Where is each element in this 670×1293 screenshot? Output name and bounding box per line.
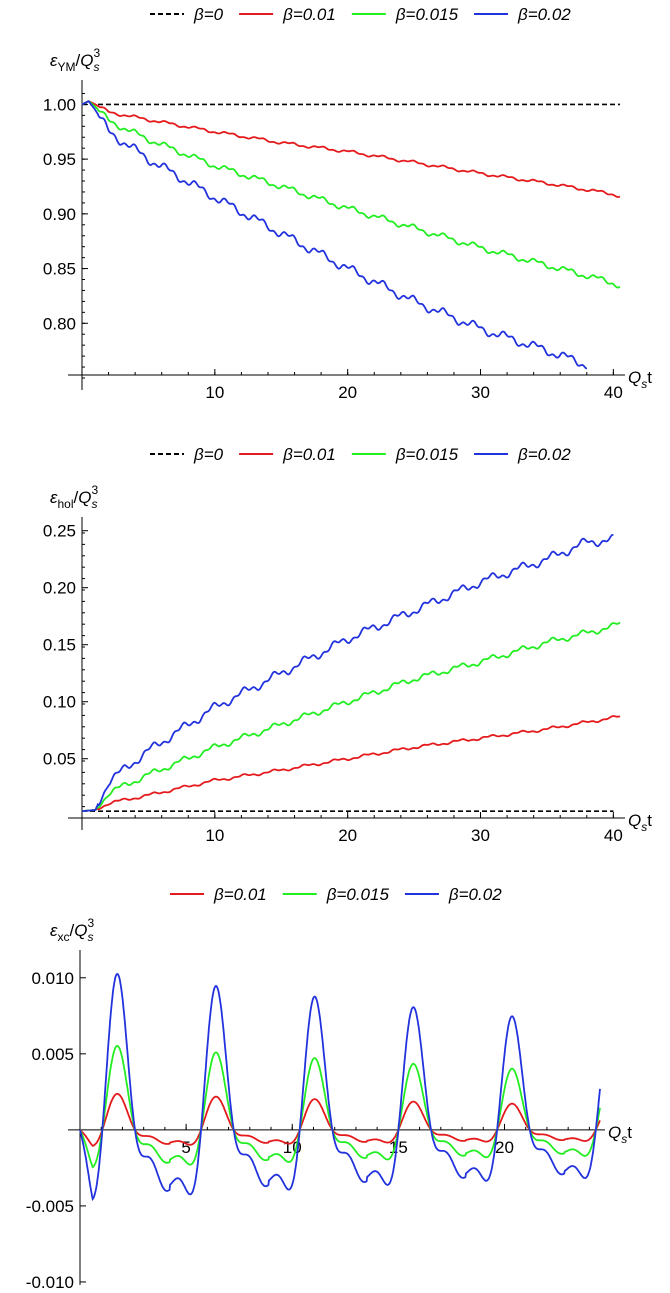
x-tick-label: 30 bbox=[471, 383, 490, 402]
series-line bbox=[79, 1093, 601, 1147]
series-line bbox=[81, 533, 614, 813]
legend-label: β=0.015 bbox=[395, 445, 459, 464]
chart-panel-1: 0.80 0.85 0.90 0.95 1.00 10 20 30 40 bbox=[43, 80, 625, 402]
x-tick-label: 10 bbox=[205, 826, 224, 845]
y-tick-label: -0.010 bbox=[26, 1273, 74, 1292]
y-tick-label: 0.80 bbox=[43, 314, 76, 333]
legend-label: β=0.01 bbox=[282, 5, 336, 24]
y-tick-label: 0.010 bbox=[31, 969, 74, 988]
y-tick-label: 0.05 bbox=[43, 750, 76, 769]
legend-label: β=0.01 bbox=[282, 445, 336, 464]
series-line bbox=[79, 1045, 601, 1169]
legend-item: β=0.015 bbox=[282, 885, 390, 904]
legend-item: β=0.02 bbox=[404, 885, 502, 904]
legend-item: β=0 bbox=[150, 5, 224, 24]
x-tick-label: 40 bbox=[604, 383, 623, 402]
y-tick-label: 1.00 bbox=[43, 95, 76, 114]
legend-label: β=0.02 bbox=[517, 5, 571, 24]
x-tick-label: 40 bbox=[604, 826, 623, 845]
y-axis-title: εhol/Qs3 bbox=[50, 483, 98, 511]
legend-item: β=0.015 bbox=[351, 445, 459, 464]
legend-item: β=0 bbox=[150, 445, 224, 464]
x-tick-label: 10 bbox=[205, 383, 224, 402]
x-tick-label: 20 bbox=[338, 383, 357, 402]
series-line bbox=[81, 100, 588, 370]
legend-label: β=0.02 bbox=[517, 445, 571, 464]
legend-label: β=0.015 bbox=[326, 885, 390, 904]
y-tick-label: 0.15 bbox=[43, 636, 76, 655]
chart-panel-2: 0.05 0.10 0.15 0.20 0.25 10 20 30 40 bbox=[43, 517, 625, 845]
x-axis-title: Qst bbox=[628, 811, 652, 834]
series-line bbox=[81, 100, 621, 289]
legend-item: β=0.01 bbox=[239, 445, 336, 464]
legend-item: β=0.02 bbox=[474, 5, 571, 24]
y-tick-label: 0.005 bbox=[31, 1045, 74, 1064]
x-axis-title: Qst bbox=[628, 368, 652, 391]
x-tick-label: 30 bbox=[471, 826, 490, 845]
legend-label: β=0.01 bbox=[213, 885, 267, 904]
legend-item: β=0.02 bbox=[474, 445, 571, 464]
y-tick-label: -0.005 bbox=[26, 1197, 74, 1216]
x-tick-label: 20 bbox=[495, 1138, 514, 1157]
series-line bbox=[81, 100, 621, 198]
y-tick-label: 0.20 bbox=[43, 579, 76, 598]
y-tick-label: 0.95 bbox=[43, 150, 76, 169]
legend-label: β=0 bbox=[193, 5, 224, 24]
y-tick-label: 0.90 bbox=[43, 205, 76, 224]
y-tick-label: 0.25 bbox=[43, 522, 76, 541]
y-tick-label: 0.85 bbox=[43, 260, 76, 279]
legend-item: β=0.015 bbox=[351, 5, 459, 24]
x-tick-label: 5 bbox=[181, 1138, 190, 1157]
series-line bbox=[81, 621, 621, 813]
x-axis-title: Qst bbox=[608, 1123, 632, 1146]
y-tick-label: 0.10 bbox=[43, 693, 76, 712]
legend-label: β=0 bbox=[193, 445, 224, 464]
x-tick-label: 20 bbox=[338, 826, 357, 845]
legend-label: β=0.02 bbox=[448, 885, 502, 904]
legend-item: β=0.01 bbox=[170, 885, 267, 904]
series-line bbox=[81, 715, 621, 813]
series-line bbox=[79, 973, 601, 1202]
legend-label: β=0.015 bbox=[395, 5, 459, 24]
legend-item: β=0.01 bbox=[239, 5, 336, 24]
y-axis-title: εxc/Qs3 bbox=[50, 916, 94, 944]
y-axis-title: εYM/Qs3 bbox=[50, 46, 100, 74]
